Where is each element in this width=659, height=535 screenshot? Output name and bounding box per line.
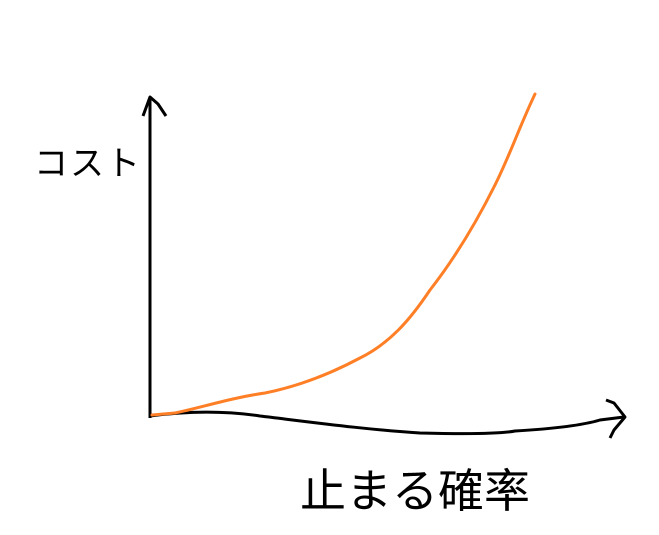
x-axis bbox=[149, 410, 625, 436]
x-axis-arrowhead bbox=[605, 398, 627, 439]
x-axis-label: 止まる確率 bbox=[300, 464, 530, 518]
cost-curve bbox=[150, 92, 537, 417]
y-axis-arrowhead bbox=[141, 95, 168, 117]
y-axis-label: コスト bbox=[34, 144, 142, 184]
